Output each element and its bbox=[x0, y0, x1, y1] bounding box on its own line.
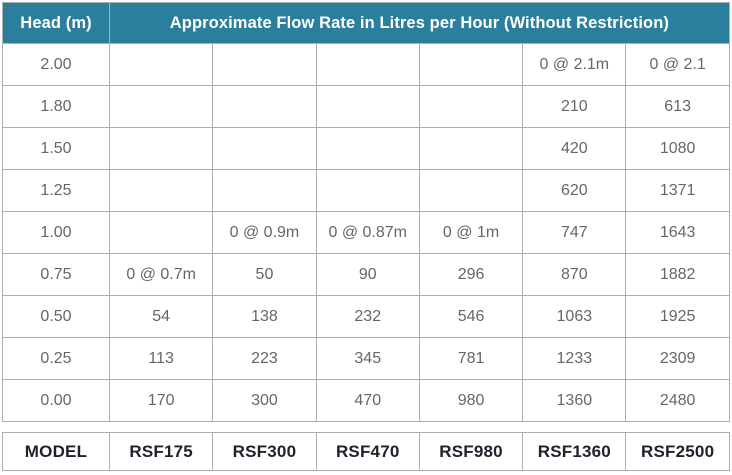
model-name: RSF300 bbox=[212, 432, 317, 471]
flow-value bbox=[315, 43, 420, 86]
table-row: 1.25 620 1371 bbox=[2, 169, 730, 212]
flow-value: 1643 bbox=[625, 211, 730, 254]
flow-rate-header: Approximate Flow Rate in Litres per Hour… bbox=[109, 2, 730, 44]
flow-value: 1080 bbox=[625, 127, 730, 170]
model-row-table: MODEL RSF175 RSF300 RSF470 RSF980 RSF136… bbox=[2, 432, 730, 471]
flow-value bbox=[418, 169, 524, 212]
head-value: 1.00 bbox=[2, 211, 110, 254]
table-row: 1.80 210 613 bbox=[2, 85, 730, 128]
table-row: 0.75 0 @ 0.7m 50 90 296 870 1882 bbox=[2, 253, 730, 296]
flow-value: 980 bbox=[418, 379, 524, 422]
model-name: RSF980 bbox=[418, 432, 524, 471]
flow-value: 0 @ 2.1 bbox=[625, 43, 730, 86]
flow-value bbox=[418, 85, 524, 128]
table-row: 2.00 0 @ 2.1m 0 @ 2.1 bbox=[2, 43, 730, 86]
flow-value: 0 @ 0.9m bbox=[212, 211, 317, 254]
flow-value: 232 bbox=[315, 295, 420, 338]
model-row: MODEL RSF175 RSF300 RSF470 RSF980 RSF136… bbox=[2, 432, 730, 471]
flow-value: 0 @ 2.1m bbox=[522, 43, 627, 86]
flow-rate-table: Head (m) Approximate Flow Rate in Litres… bbox=[2, 2, 730, 422]
flow-value: 296 bbox=[418, 253, 524, 296]
flow-value: 1925 bbox=[625, 295, 730, 338]
table-row: 0.25 113 223 345 781 1233 2309 bbox=[2, 337, 730, 380]
flow-value bbox=[212, 43, 317, 86]
flow-value: 1371 bbox=[625, 169, 730, 212]
model-name: RSF470 bbox=[315, 432, 420, 471]
flow-value: 470 bbox=[315, 379, 420, 422]
flow-value bbox=[108, 127, 214, 170]
flow-value: 0 @ 0.87m bbox=[315, 211, 420, 254]
table-row: 1.00 0 @ 0.9m 0 @ 0.87m 0 @ 1m 747 1643 bbox=[2, 211, 730, 254]
flow-value bbox=[418, 43, 524, 86]
head-value: 0.00 bbox=[2, 379, 110, 422]
flow-value bbox=[315, 85, 420, 128]
flow-value: 90 bbox=[315, 253, 420, 296]
head-value: 1.25 bbox=[2, 169, 110, 212]
flow-value bbox=[315, 169, 420, 212]
flow-value: 546 bbox=[418, 295, 524, 338]
flow-value bbox=[212, 127, 317, 170]
table-header-row: Head (m) Approximate Flow Rate in Litres… bbox=[2, 2, 730, 44]
flow-value: 0 @ 1m bbox=[418, 211, 524, 254]
head-value: 0.75 bbox=[2, 253, 110, 296]
head-value: 2.00 bbox=[2, 43, 110, 86]
flow-value: 300 bbox=[212, 379, 317, 422]
flow-value bbox=[418, 127, 524, 170]
flow-value: 1063 bbox=[522, 295, 627, 338]
flow-value: 138 bbox=[212, 295, 317, 338]
flow-value: 1360 bbox=[522, 379, 627, 422]
flow-value bbox=[212, 169, 317, 212]
flow-value: 113 bbox=[108, 337, 214, 380]
flow-value: 0 @ 0.7m bbox=[108, 253, 214, 296]
model-name: RSF175 bbox=[108, 432, 214, 471]
flow-value: 50 bbox=[212, 253, 317, 296]
flow-value: 210 bbox=[522, 85, 627, 128]
flow-value bbox=[108, 169, 214, 212]
flow-value: 781 bbox=[418, 337, 524, 380]
flow-value bbox=[108, 43, 214, 86]
table-row: 0.00 170 300 470 980 1360 2480 bbox=[2, 379, 730, 422]
head-value: 0.50 bbox=[2, 295, 110, 338]
flow-value: 170 bbox=[108, 379, 214, 422]
flow-value: 620 bbox=[522, 169, 627, 212]
table-row: 1.50 420 1080 bbox=[2, 127, 730, 170]
model-name: RSF1360 bbox=[522, 432, 627, 471]
head-value: 1.50 bbox=[2, 127, 110, 170]
flow-value: 1882 bbox=[625, 253, 730, 296]
table-row: 0.50 54 138 232 546 1063 1925 bbox=[2, 295, 730, 338]
flow-value bbox=[315, 127, 420, 170]
head-value: 0.25 bbox=[2, 337, 110, 380]
flow-value: 2309 bbox=[625, 337, 730, 380]
flow-value bbox=[108, 211, 214, 254]
head-value: 1.80 bbox=[2, 85, 110, 128]
head-column-header: Head (m) bbox=[2, 2, 110, 44]
flow-value: 345 bbox=[315, 337, 420, 380]
flow-value: 1233 bbox=[522, 337, 627, 380]
model-name: RSF2500 bbox=[625, 432, 730, 471]
flow-value: 870 bbox=[522, 253, 627, 296]
flow-value: 223 bbox=[212, 337, 317, 380]
flow-value: 747 bbox=[522, 211, 627, 254]
flow-value bbox=[108, 85, 214, 128]
flow-value bbox=[212, 85, 317, 128]
flow-value: 420 bbox=[522, 127, 627, 170]
flow-value: 54 bbox=[108, 295, 214, 338]
flow-value: 2480 bbox=[625, 379, 730, 422]
model-label: MODEL bbox=[2, 432, 110, 471]
flow-value: 613 bbox=[625, 85, 730, 128]
